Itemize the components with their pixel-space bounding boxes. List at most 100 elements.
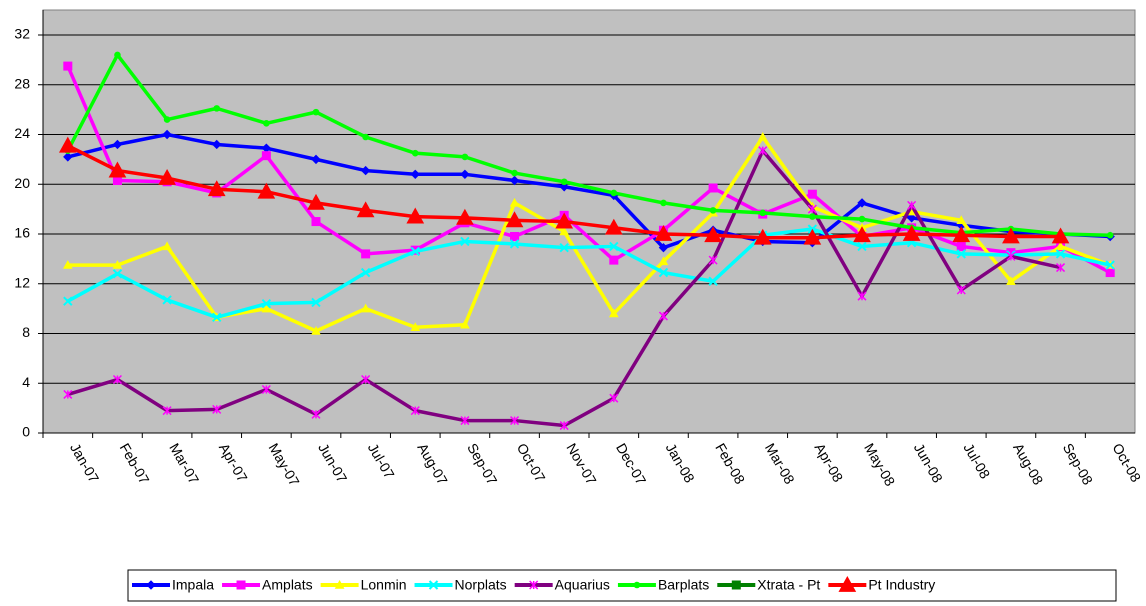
marker [361,249,371,259]
marker [604,218,623,235]
marker [956,285,966,295]
x-tick-label: Aug-08 [1010,440,1047,487]
marker [410,169,420,180]
marker [610,189,618,197]
marker [261,298,272,309]
marker [360,303,371,313]
marker [213,105,221,112]
marker [1105,268,1115,278]
marker [510,231,520,241]
marker [362,133,369,141]
marker [708,276,718,286]
x-tick-label: Mar-07 [166,440,202,487]
marker [809,213,816,220]
marker [112,139,123,150]
marker [858,215,866,223]
marker [658,256,669,266]
marker [411,149,419,157]
x-tick-label: Aug-07 [414,440,451,487]
marker [529,580,539,590]
marker [212,312,222,323]
marker [853,226,871,243]
marker [207,180,226,197]
marker [334,579,345,589]
marker [162,129,172,140]
x-tick-label: Feb-08 [712,440,748,487]
series-line [66,65,1111,275]
marker [1051,227,1070,244]
marker [311,297,321,308]
marker [609,241,619,252]
marker [510,416,520,426]
marker [410,322,421,331]
marker [660,199,667,207]
x-tick-label: Apr-08 [812,440,847,485]
legend-label: Pt Industry [868,577,935,593]
marker [555,212,574,229]
x-tick-label: Jan-07 [67,440,102,485]
marker [1006,276,1016,285]
plot-area [42,9,1136,434]
marker [505,211,524,228]
marker [857,291,867,301]
marker [708,255,718,265]
marker [112,176,122,186]
marker [360,165,371,176]
marker [956,215,967,225]
marker [1106,231,1114,239]
marker [1105,260,1115,270]
marker [63,296,73,306]
marker [906,213,917,223]
marker [654,224,673,241]
marker [212,404,222,414]
marker [360,267,371,278]
marker [163,116,171,123]
y-tick-label: 12 [14,274,30,290]
marker [312,108,320,116]
marker [63,61,73,71]
marker [704,226,722,243]
marker [311,217,321,227]
legend-label: Aquarius [555,577,610,593]
marker [263,120,270,127]
marker [509,175,520,186]
y-tick-label: 28 [14,75,30,91]
series-line [67,132,1111,250]
marker [709,207,717,214]
marker [560,178,568,186]
marker [902,224,921,241]
marker [952,226,971,243]
y-tick-label: 0 [22,424,30,440]
marker [63,152,73,162]
marker [307,193,325,210]
x-tick-label: Feb-07 [117,440,153,487]
y-tick-label: 16 [14,225,30,241]
marker [460,169,470,180]
legend-label: Impala [172,577,214,593]
marker [112,269,123,279]
x-tick-label: Oct-07 [514,440,549,485]
marker [261,303,272,313]
marker [956,241,966,251]
marker [108,161,127,178]
marker [356,201,375,218]
marker [311,409,321,419]
marker [162,295,172,305]
y-tick-label: 32 [14,26,30,42]
marker [1056,263,1066,273]
marker [410,246,420,257]
marker [361,374,371,385]
marker [158,169,176,185]
x-tick-label: Jan-08 [663,440,698,485]
marker [509,197,520,207]
marker [956,249,966,259]
series-line [66,53,1111,237]
marker [559,226,570,236]
marker [62,260,73,269]
marker [311,154,321,165]
marker [658,267,669,278]
series-line [67,135,1111,333]
x-tick-label: Mar-08 [762,440,798,487]
x-tick-label: Sep-08 [1060,440,1097,487]
marker [1055,249,1066,259]
